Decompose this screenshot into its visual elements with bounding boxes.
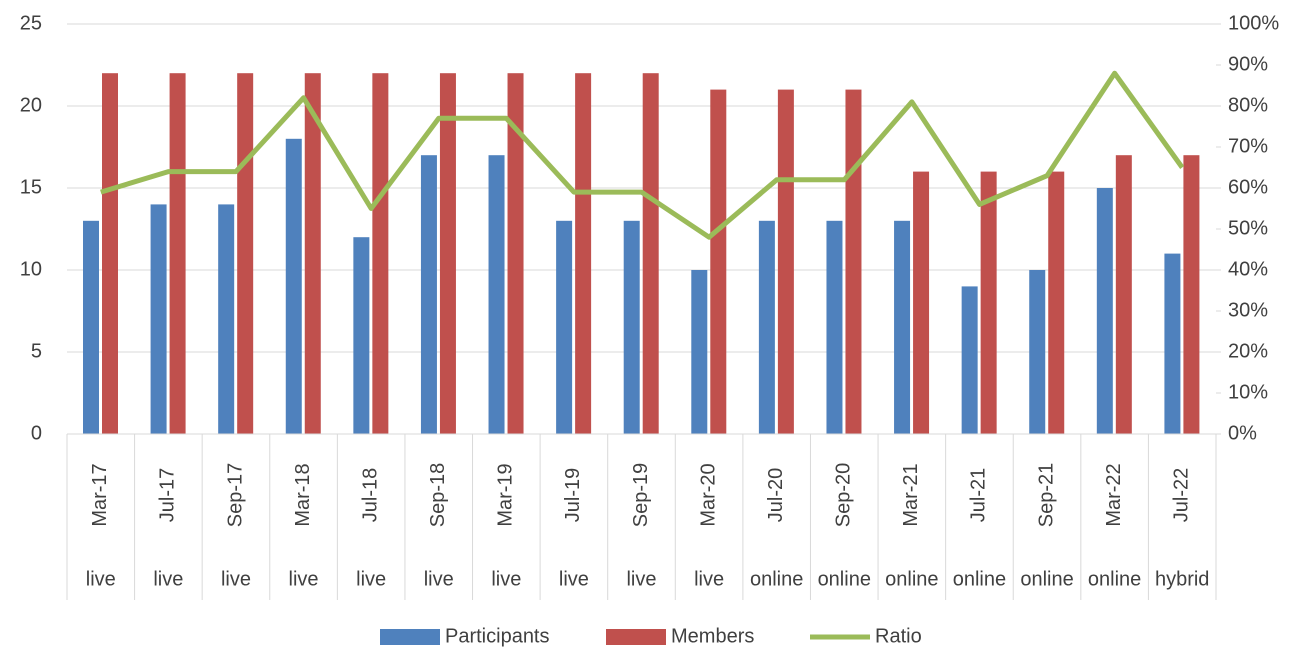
x-group-label: live [356, 568, 386, 590]
y2-tick-label: 10% [1228, 381, 1268, 403]
bar [218, 204, 235, 434]
y-tick-label: 25 [20, 12, 42, 34]
x-group-label: live [289, 568, 319, 590]
x-group-label: live [424, 568, 454, 590]
y2-tick-label: 70% [1228, 135, 1268, 157]
bar [372, 73, 389, 434]
x-tick-label: Mar-21 [900, 463, 922, 526]
bar [507, 73, 524, 434]
y2-tick-label: 100% [1228, 12, 1279, 34]
x-tick-label: Jul-22 [1170, 468, 1192, 522]
legend-swatch [380, 629, 440, 645]
x-group-label: online [1088, 568, 1141, 590]
x-tick-label: Jul-20 [765, 468, 787, 522]
bar [961, 286, 978, 434]
bar [556, 220, 573, 434]
y-tick-label: 20 [20, 94, 42, 116]
bar [710, 89, 727, 434]
x-group-label: live [221, 568, 251, 590]
bar [439, 73, 456, 434]
bar [691, 270, 708, 434]
bar [777, 89, 794, 434]
x-tick-label: Sep-20 [833, 463, 855, 528]
x-tick-label: Jul-18 [359, 468, 381, 522]
y2-tick-label: 90% [1228, 53, 1268, 75]
y2-tick-label: 30% [1228, 299, 1268, 321]
x-group-label: online [750, 568, 803, 590]
bar [758, 220, 775, 434]
x-group-label: live [694, 568, 724, 590]
x-tick-label: Mar-17 [89, 463, 111, 526]
bar [642, 73, 659, 434]
x-tick-label: Mar-22 [1103, 463, 1125, 526]
bar [894, 220, 911, 434]
x-tick-label: Sep-21 [1035, 463, 1057, 528]
bar [845, 89, 862, 434]
x-tick-label: Sep-19 [630, 463, 652, 528]
bar [1096, 188, 1113, 434]
bar [826, 220, 843, 434]
bar [488, 155, 505, 434]
y2-tick-label: 20% [1228, 340, 1268, 362]
bar [623, 220, 640, 434]
x-group-label: live [559, 568, 589, 590]
x-tick-label: Mar-20 [697, 463, 719, 526]
x-tick-label: Sep-17 [224, 463, 246, 528]
bar [237, 73, 254, 434]
y-tick-label: 0 [31, 422, 42, 444]
x-tick-label: Mar-19 [495, 463, 517, 526]
line-series [100, 70, 1185, 240]
bar [285, 138, 302, 435]
y2-tick-label: 50% [1228, 217, 1268, 239]
legend-label: Ratio [875, 625, 922, 647]
x-group-label: live [153, 568, 183, 590]
bar [1029, 270, 1046, 434]
bar [1183, 155, 1200, 434]
y-tick-label: 15 [20, 176, 42, 198]
bar [575, 73, 592, 434]
x-group-label: live [626, 568, 656, 590]
y2-tick-label: 0% [1228, 422, 1257, 444]
y-tick-label: 10 [20, 258, 42, 280]
x-tick-label: Sep-18 [427, 463, 449, 528]
legend-label: Members [671, 625, 754, 647]
x-tick-label: Jul-19 [562, 468, 584, 522]
bar [353, 237, 370, 434]
y2-tick-label: 40% [1228, 258, 1268, 280]
y2-tick-label: 80% [1228, 94, 1268, 116]
legend-label: Participants [445, 625, 550, 647]
x-group-label: online [953, 568, 1006, 590]
bar [980, 171, 997, 434]
x-tick-label: Mar-18 [292, 463, 314, 526]
bar [1164, 253, 1181, 434]
y2-tick-label: 60% [1228, 176, 1268, 198]
bar [102, 73, 118, 434]
x-group-label: live [86, 568, 116, 590]
bar [150, 204, 167, 434]
bar [913, 171, 930, 434]
y-tick-label: 5 [31, 340, 42, 362]
bar [169, 73, 186, 434]
x-group-label: online [885, 568, 938, 590]
x-group-label: hybrid [1155, 568, 1209, 590]
bar [1115, 155, 1132, 434]
bar [304, 73, 321, 434]
legend-swatch [606, 629, 666, 645]
x-tick-label: Jul-17 [157, 468, 179, 522]
x-group-label: live [491, 568, 521, 590]
bar [1048, 171, 1065, 434]
bar [420, 155, 437, 434]
x-tick-label: Jul-21 [968, 468, 990, 522]
x-group-label: online [1020, 568, 1073, 590]
bar [83, 220, 99, 434]
x-group-label: online [818, 568, 871, 590]
